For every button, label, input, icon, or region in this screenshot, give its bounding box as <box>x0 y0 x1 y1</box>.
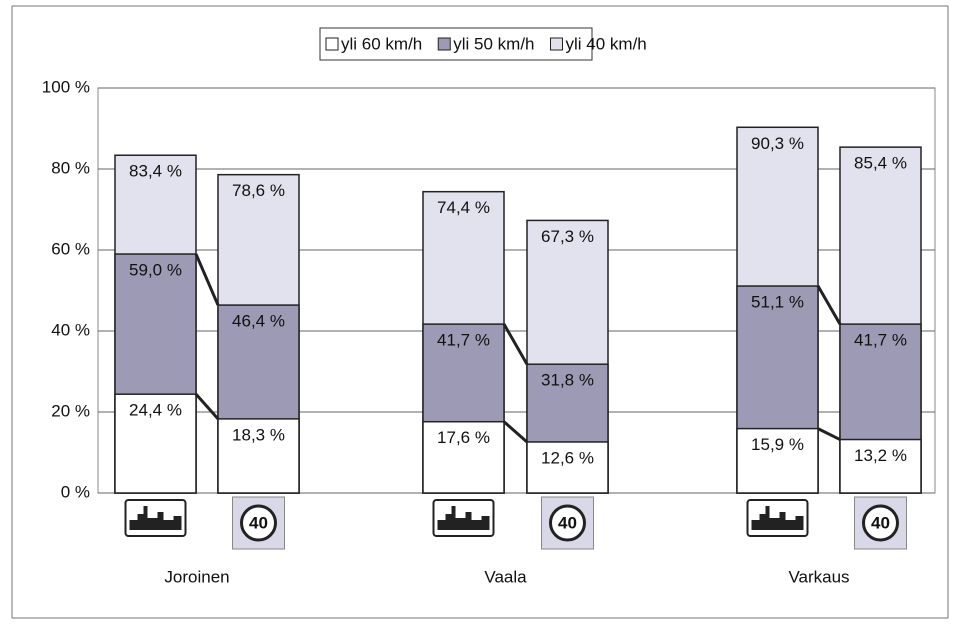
value-label: 31,8 % <box>541 371 594 390</box>
value-label: 17,6 % <box>437 428 490 447</box>
value-label: 78,6 % <box>232 181 285 200</box>
y-tick-label: 0 % <box>61 482 90 501</box>
speed-sign-ring <box>549 504 586 542</box>
speed-sign-text: 40 <box>871 513 890 532</box>
bar <box>839 438 922 494</box>
y-tick-label: 20 % <box>51 401 90 420</box>
group-label: Varkaus <box>788 567 849 586</box>
value-label: 74,4 % <box>437 198 490 217</box>
speed-sign-ring <box>862 504 899 542</box>
value-label: 24,4 % <box>129 401 182 420</box>
value-label: 83,4 % <box>129 162 182 181</box>
value-label: 18,3 % <box>232 425 285 444</box>
city-skyline <box>437 506 490 530</box>
connector <box>194 393 220 420</box>
connector <box>817 427 841 441</box>
speed-sign-text: 40 <box>249 513 268 532</box>
city-skyline <box>129 506 182 530</box>
value-label: 85,4 % <box>854 154 907 173</box>
bar <box>114 393 197 494</box>
legend-label: yli 60 km/h <box>341 34 422 53</box>
bar <box>736 427 819 494</box>
speed-sign-ring <box>240 504 277 542</box>
y-tick-label: 60 % <box>51 239 90 258</box>
city-skyline <box>751 506 804 530</box>
connector <box>502 323 529 365</box>
legend-swatch <box>325 37 339 51</box>
legend-swatch <box>550 37 563 51</box>
value-label: 46,4 % <box>232 312 285 331</box>
value-label: 59,0 % <box>129 261 182 280</box>
bar <box>217 418 300 494</box>
speed-sign-text: 40 <box>558 513 577 532</box>
value-label: 51,1 % <box>751 293 804 312</box>
legend-swatch <box>437 37 451 51</box>
connector <box>503 420 528 444</box>
bar <box>526 441 609 494</box>
value-label: 41,7 % <box>854 331 907 350</box>
legend-label: yli 50 km/h <box>453 34 534 53</box>
group-label: Joroinen <box>164 567 229 586</box>
y-tick-label: 100 % <box>42 77 90 96</box>
y-tick-label: 40 % <box>51 320 90 339</box>
value-label: 15,9 % <box>751 435 804 454</box>
value-label: 12,6 % <box>541 448 594 467</box>
value-label: 41,7 % <box>437 331 490 350</box>
value-label: 90,3 % <box>751 134 804 153</box>
legend-label: yli 40 km/h <box>566 34 647 53</box>
bar <box>422 420 505 494</box>
group-label: Vaala <box>484 567 527 586</box>
connector <box>194 253 220 306</box>
legend-box <box>319 27 593 61</box>
value-label: 67,3 % <box>541 227 594 246</box>
y-tick-label: 80 % <box>51 158 90 177</box>
connector <box>816 285 842 325</box>
value-label: 13,2 % <box>854 446 907 465</box>
